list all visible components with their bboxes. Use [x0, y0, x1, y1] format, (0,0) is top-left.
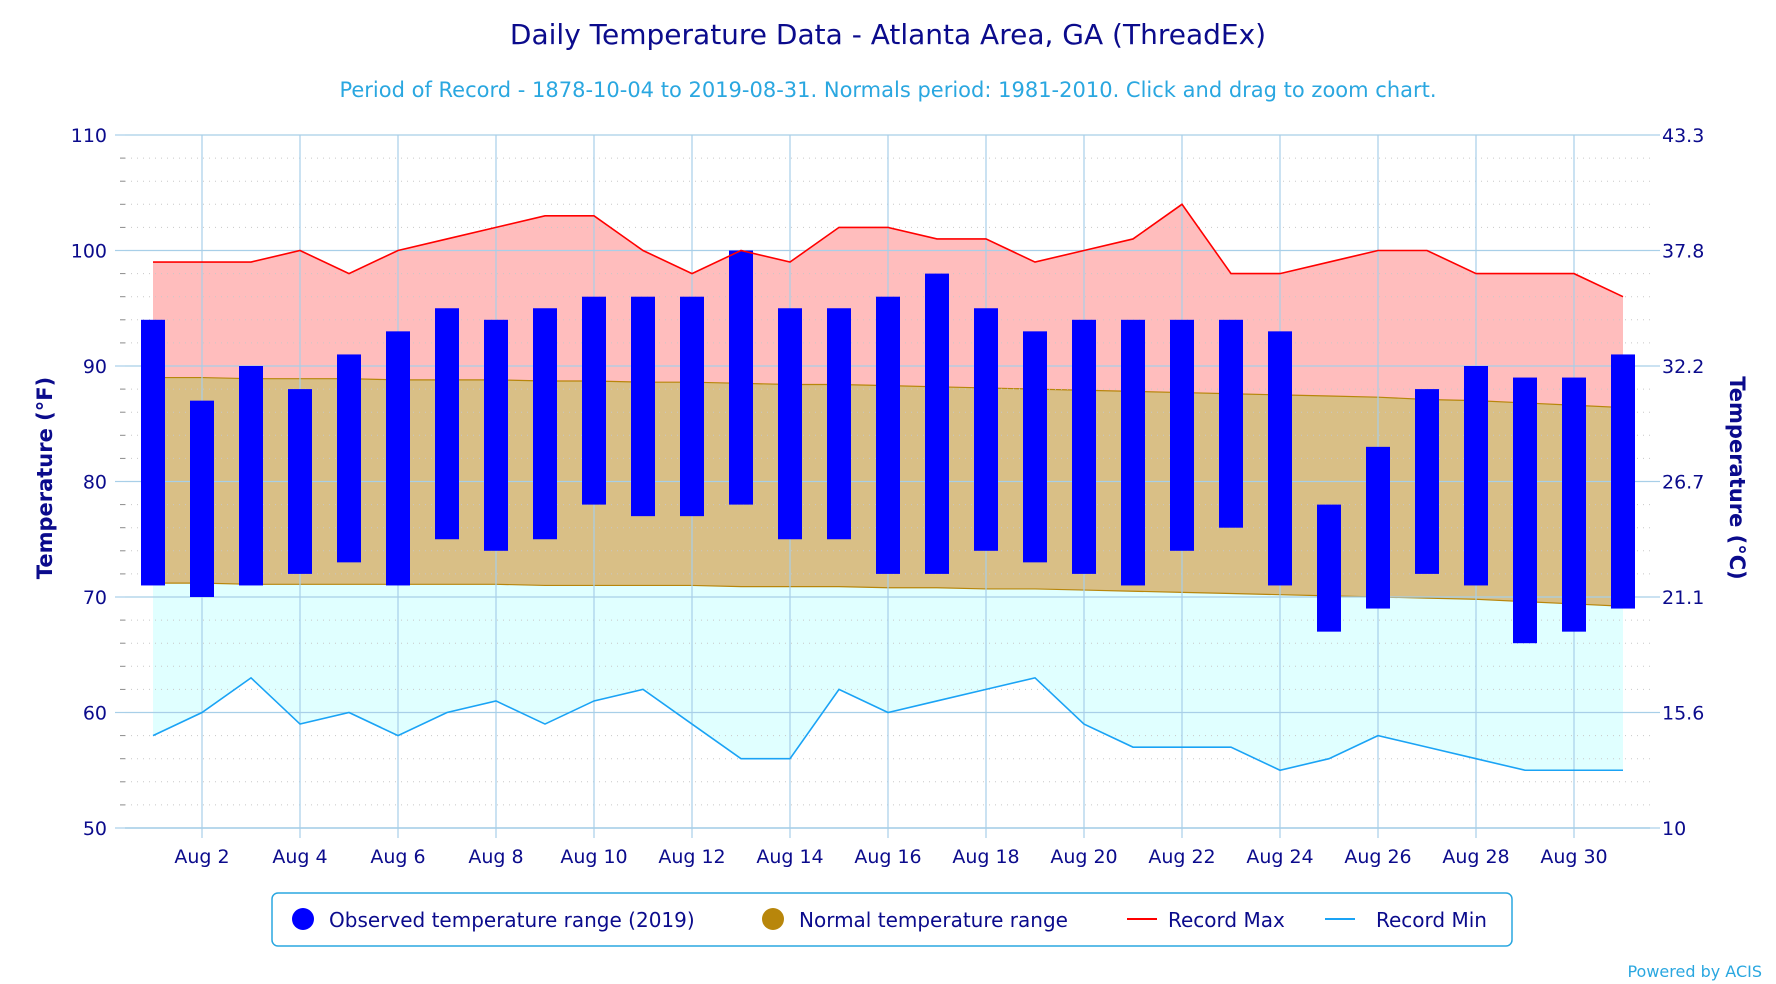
observed-bar	[582, 296, 606, 505]
observed-bar	[680, 296, 704, 517]
x-tick-label: Aug 10	[560, 846, 627, 868]
x-tick-label: Aug 26	[1344, 846, 1411, 868]
x-tick-label: Aug 28	[1442, 846, 1509, 868]
observed-bar	[141, 319, 165, 586]
observed-bar	[1268, 331, 1292, 586]
legend-box	[271, 892, 1513, 947]
observed-bar	[239, 366, 263, 586]
y-tick-label-left: 70	[83, 587, 107, 609]
observed-bar	[337, 354, 361, 563]
axes: 50 10 60 15.6 70 21.1 80 26.7 90 32.2 100 37.8 110 43…	[71, 125, 1705, 868]
y-tick-label-left: 60	[83, 703, 107, 725]
chart-subtitle: Period of Record - 1878-10-04 to 2019-08…	[339, 78, 1436, 102]
observed-bar	[631, 296, 655, 517]
observed-bar	[1317, 504, 1341, 632]
y-tick-label-right: 26.7	[1662, 472, 1704, 494]
record-max-line	[153, 203, 1624, 298]
observed-bar	[1023, 331, 1047, 563]
y-tick-label-left: 80	[83, 472, 107, 494]
y-tick-label-left: 110	[71, 125, 107, 147]
chart-title: Daily Temperature Data - Atlanta Area, G…	[510, 18, 1266, 51]
observed-bar	[288, 389, 312, 574]
record-lines	[152, 203, 1624, 772]
y-tick-label-right: 32.2	[1662, 356, 1704, 378]
y-tick-label-right: 21.1	[1662, 587, 1704, 609]
credit-link[interactable]: Powered by ACIS	[1627, 962, 1762, 981]
observed-bar	[1464, 366, 1488, 586]
y-axis-title-right: Temperature (°C)	[1725, 376, 1749, 579]
observed-bar	[974, 308, 998, 551]
observed-bar	[1611, 354, 1635, 609]
x-tick-label: Aug 12	[658, 846, 725, 868]
x-tick-label: Aug 24	[1246, 846, 1313, 868]
legend-observed-label[interactable]: Observed temperature range (2019)	[329, 908, 695, 932]
legend-normal-marker	[762, 908, 784, 930]
y-tick-label-left: 100	[71, 241, 107, 263]
x-tick-label: Aug 30	[1540, 846, 1607, 868]
y-tick-label-right: 15.6	[1662, 703, 1704, 725]
observed-bars	[141, 250, 1635, 644]
observed-bar	[778, 308, 802, 540]
observed-bar	[435, 308, 459, 540]
y-tick-label-left: 90	[83, 356, 107, 378]
record-min-line	[152, 676, 1623, 772]
legend-observed-marker	[292, 908, 314, 930]
observed-bar	[1121, 319, 1145, 586]
y-tick-label-left: 50	[83, 818, 107, 840]
x-tick-label: Aug 4	[272, 846, 327, 868]
observed-bar	[1415, 389, 1439, 574]
observed-bar	[1219, 319, 1243, 528]
legend-normal-label[interactable]: Normal temperature range	[799, 908, 1068, 932]
observed-bar	[533, 308, 557, 540]
observed-bar	[876, 296, 900, 574]
x-tick-label: Aug 18	[952, 846, 1019, 868]
legend-record-min-label[interactable]: Record Min	[1376, 908, 1487, 932]
observed-bar	[729, 250, 753, 505]
legend-record-max-label[interactable]: Record Max	[1168, 908, 1285, 932]
y-axis-title-left: Temperature (°F)	[33, 377, 57, 579]
observed-bar	[925, 273, 949, 574]
x-tick-label: Aug 6	[370, 846, 425, 868]
observed-bar	[386, 331, 410, 586]
observed-bar	[484, 319, 508, 551]
y-tick-label-right: 43.3	[1662, 125, 1704, 147]
legend: Observed temperature range (2019) Normal…	[271, 892, 1513, 947]
observed-bar	[827, 308, 851, 540]
x-tick-label: Aug 16	[854, 846, 921, 868]
y-tick-label-right: 10	[1662, 818, 1686, 840]
x-tick-label: Aug 20	[1050, 846, 1117, 868]
observed-bar	[1513, 377, 1537, 644]
observed-bar	[1562, 377, 1586, 632]
observed-bar	[1072, 319, 1096, 574]
x-tick-label: Aug 2	[174, 846, 229, 868]
x-tick-label: Aug 14	[756, 846, 823, 868]
x-tick-label: Aug 8	[468, 846, 523, 868]
observed-bar	[1366, 446, 1390, 609]
observed-bar	[1170, 319, 1194, 551]
y-tick-label-right: 37.8	[1662, 241, 1704, 263]
x-tick-label: Aug 22	[1148, 846, 1215, 868]
observed-bar	[190, 400, 214, 597]
